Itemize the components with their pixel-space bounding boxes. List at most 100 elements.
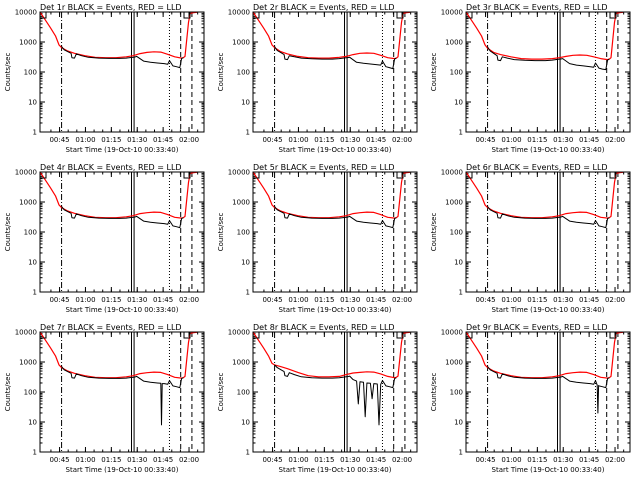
series-line-lld xyxy=(465,11,624,61)
x-tick-label: 01:45 xyxy=(366,296,386,304)
x-axis-label: Start Time (19-Oct-10 00:33:40) xyxy=(279,146,392,154)
y-tick-label: 1 xyxy=(459,129,463,137)
x-tick-label: 01:15 xyxy=(101,136,121,144)
x-tick-label: 02:00 xyxy=(392,296,412,304)
y-tick-label: 1000 xyxy=(445,359,463,367)
y-tick-label: 100 xyxy=(24,69,37,77)
y-tick-label: 1000 xyxy=(232,359,250,367)
x-tick-label: 01:15 xyxy=(314,456,334,464)
plot-frame xyxy=(465,331,631,453)
x-axis-label: Start Time (19-Oct-10 00:33:40) xyxy=(279,306,392,314)
y-tick-label: 1 xyxy=(33,129,37,137)
detector-panel-1: Det 1r BLACK = Events, RED = LLD Counts/s… xyxy=(4,3,205,154)
x-tick-label: 01:45 xyxy=(579,136,599,144)
y-axis-label: Counts/sec xyxy=(217,53,225,92)
y-tick-label: 10000 xyxy=(441,9,463,17)
x-tick-label: 01:15 xyxy=(101,296,121,304)
y-axis-label: Counts/sec xyxy=(217,213,225,252)
y-tick-label: 10 xyxy=(241,99,250,107)
x-tick-label: 00:45 xyxy=(262,296,282,304)
x-tick-label: 00:45 xyxy=(262,136,282,144)
x-tick-label: 01:30 xyxy=(340,136,360,144)
x-axis-label: Start Time (19-Oct-10 00:33:40) xyxy=(492,306,605,314)
x-tick-label: 02:00 xyxy=(179,296,199,304)
series-line-events xyxy=(61,366,184,426)
y-tick-label: 1000 xyxy=(232,199,250,207)
x-tick-label: 01:45 xyxy=(153,296,173,304)
series-line-events xyxy=(487,366,610,414)
y-tick-label: 1 xyxy=(459,449,463,457)
x-axis-label: Start Time (19-Oct-10 00:33:40) xyxy=(66,146,179,154)
panel-title: Det 2r BLACK = Events, RED = LLD xyxy=(253,3,395,12)
panel-title: Det 9r BLACK = Events, RED = LLD xyxy=(466,323,608,332)
x-tick-label: 00:45 xyxy=(49,296,69,304)
detector-panel-7: Det 7r BLACK = Events, RED = LLD Counts/s… xyxy=(4,323,205,474)
y-tick-label: 100 xyxy=(237,69,250,77)
x-tick-label: 01:30 xyxy=(553,456,573,464)
x-tick-label: 01:00 xyxy=(288,136,308,144)
series-line-lld xyxy=(39,331,198,379)
x-tick-label: 02:00 xyxy=(605,296,625,304)
y-tick-label: 10 xyxy=(28,99,37,107)
y-tick-label: 100 xyxy=(237,229,250,237)
y-tick-label: 10000 xyxy=(15,329,37,337)
series-line-lld xyxy=(465,171,624,219)
panel-title: Det 4r BLACK = Events, RED = LLD xyxy=(40,163,182,172)
x-axis-label: Start Time (19-Oct-10 00:33:40) xyxy=(492,146,605,154)
series-line-lld xyxy=(39,11,198,59)
x-tick-label: 01:30 xyxy=(553,136,573,144)
y-tick-label: 10 xyxy=(454,419,463,427)
series-line-events xyxy=(61,46,184,69)
x-tick-label: 01:15 xyxy=(314,136,334,144)
y-tick-label: 1000 xyxy=(19,359,37,367)
x-tick-label: 01:45 xyxy=(366,456,386,464)
x-tick-label: 01:15 xyxy=(101,456,121,464)
x-tick-label: 01:00 xyxy=(501,136,521,144)
plot-frame xyxy=(252,331,418,453)
x-tick-label: 01:30 xyxy=(127,456,147,464)
y-tick-label: 1000 xyxy=(445,199,463,207)
panel-title: Det 3r BLACK = Events, RED = LLD xyxy=(466,3,608,12)
plot-frame xyxy=(465,171,631,293)
y-axis-label: Counts/sec xyxy=(4,53,12,92)
y-tick-label: 1000 xyxy=(19,39,37,47)
x-tick-label: 01:30 xyxy=(127,296,147,304)
panel-title: Det 8r BLACK = Events, RED = LLD xyxy=(253,323,395,332)
y-tick-label: 100 xyxy=(450,229,463,237)
y-tick-label: 10 xyxy=(241,259,250,267)
series-line-events xyxy=(274,364,397,426)
series-line-lld xyxy=(252,11,411,60)
y-tick-label: 1 xyxy=(246,449,250,457)
x-tick-label: 00:45 xyxy=(475,296,495,304)
plot-frame xyxy=(252,171,418,293)
series-line-lld xyxy=(39,171,198,219)
x-axis-label: Start Time (19-Oct-10 00:33:40) xyxy=(66,306,179,314)
y-tick-label: 100 xyxy=(450,389,463,397)
y-tick-label: 10000 xyxy=(228,9,250,17)
panel-title: Det 6r BLACK = Events, RED = LLD xyxy=(466,163,608,172)
plot-frame xyxy=(39,11,205,133)
panel-title: Det 7r BLACK = Events, RED = LLD xyxy=(40,323,182,332)
detector-panel-3: Det 3r BLACK = Events, RED = LLD Counts/s… xyxy=(430,3,631,154)
panel-title: Det 1r BLACK = Events, RED = LLD xyxy=(40,3,182,12)
x-tick-label: 01:30 xyxy=(127,136,147,144)
series-line-lld xyxy=(252,331,411,379)
y-tick-label: 100 xyxy=(24,389,37,397)
y-tick-label: 1000 xyxy=(232,39,250,47)
series-line-events xyxy=(274,46,397,70)
y-axis-label: Counts/sec xyxy=(430,53,438,92)
x-axis-label: Start Time (19-Oct-10 00:33:40) xyxy=(492,466,605,474)
x-axis-label: Start Time (19-Oct-10 00:33:40) xyxy=(66,466,179,474)
detector-panel-5: Det 5r BLACK = Events, RED = LLD Counts/s… xyxy=(217,163,418,314)
plot-frame xyxy=(252,11,418,133)
x-tick-label: 00:45 xyxy=(475,136,495,144)
x-tick-label: 02:00 xyxy=(605,136,625,144)
x-tick-label: 01:30 xyxy=(553,296,573,304)
plot-frame xyxy=(465,11,631,133)
y-tick-label: 1 xyxy=(246,129,250,137)
x-tick-label: 01:00 xyxy=(501,456,521,464)
x-tick-label: 01:15 xyxy=(527,456,547,464)
x-tick-label: 01:15 xyxy=(314,296,334,304)
detector-panel-2: Det 2r BLACK = Events, RED = LLD Counts/s… xyxy=(217,3,418,154)
series-line-events xyxy=(274,206,397,229)
